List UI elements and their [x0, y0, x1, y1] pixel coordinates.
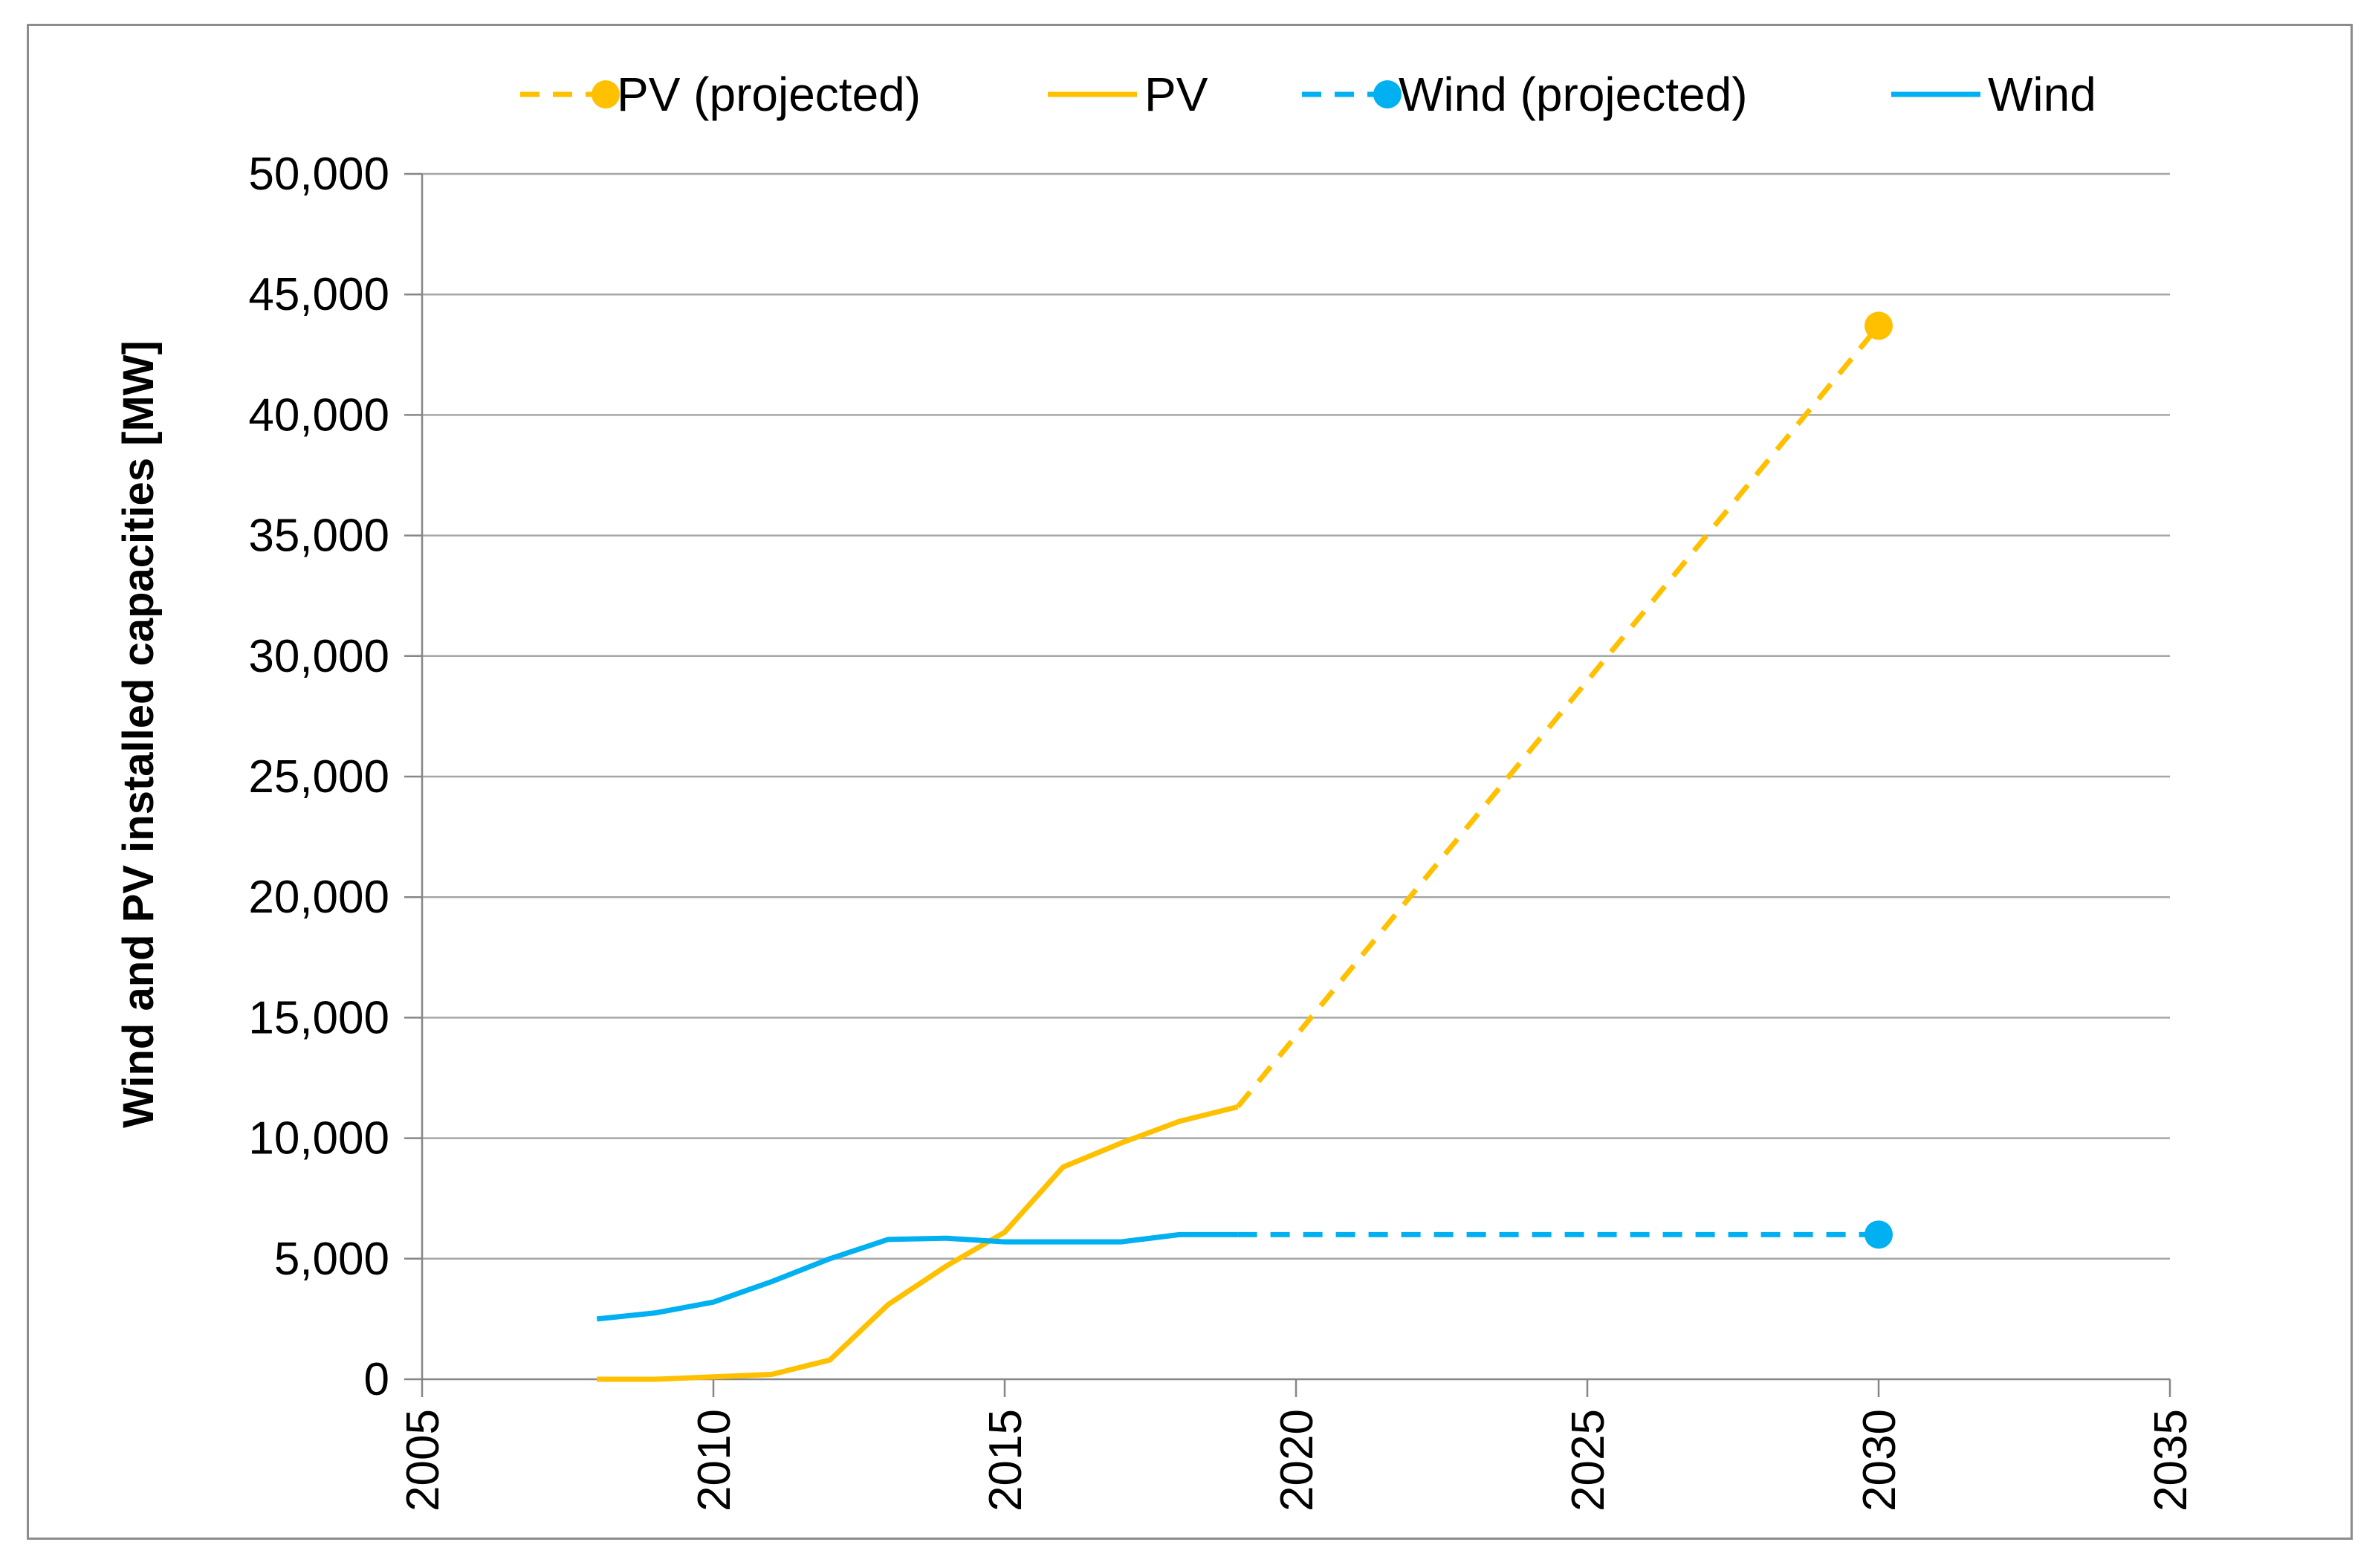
x-tick-label: 2010: [689, 1409, 740, 1512]
x-tick-label: 2025: [1563, 1409, 1614, 1512]
y-tick-label: 30,000: [248, 631, 389, 682]
series-line-wind: [596, 1231, 1238, 1322]
x-tick-label: 2015: [980, 1409, 1031, 1512]
series-line-pv-projected: [1235, 324, 1881, 1109]
legend-marker-wind-projected: [1373, 80, 1402, 108]
series: [596, 311, 1893, 1382]
axes: [404, 172, 2171, 1397]
x-tick-label: 2005: [398, 1409, 449, 1512]
y-tick-label: 10,000: [248, 1113, 389, 1164]
x-tick-label: 2035: [2145, 1409, 2197, 1512]
y-tick-label: 15,000: [248, 992, 389, 1043]
y-axis-title: Wind and PV installed capacities [MW]: [114, 340, 163, 1128]
legend-label-pv: PV: [1144, 68, 1208, 121]
y-tick-label: 35,000: [248, 511, 389, 562]
x-tick-label: 2020: [1271, 1409, 1323, 1512]
y-tick-label: 50,000: [248, 149, 389, 200]
legend-marker-pv-projected: [592, 80, 620, 108]
series-line-pv: [597, 1104, 1239, 1382]
data-point-pv-projected-2030: [1865, 311, 1893, 340]
y-tick-label: 0: [364, 1354, 389, 1405]
y-tick-label: 40,000: [248, 389, 389, 441]
data-point-wind-projected-2030: [1865, 1220, 1893, 1249]
y-tick-label: 45,000: [248, 269, 389, 320]
legend: PV (projected) PV Wind (projected) Wind: [520, 68, 2096, 121]
legend-label-wind: Wind: [1988, 68, 2096, 121]
y-tick-label: 5,000: [274, 1234, 389, 1285]
y-tick-label: 25,000: [248, 751, 389, 803]
y-tick-label: 20,000: [248, 872, 389, 923]
chart-frame: [27, 24, 2353, 1540]
gridlines: [422, 172, 2170, 1260]
x-axis-ticks: 2005 2010 2015 2020 2025 2030 2035: [398, 1409, 2197, 1512]
legend-label-wind-projected: Wind (projected): [1399, 68, 1748, 121]
y-axis-ticks: 0 5,000 10,000 15,000 20,000 25,000 30,000 35,0…: [248, 149, 389, 1405]
legend-label-pv-projected: PV (projected): [617, 68, 921, 121]
x-tick-label: 2030: [1854, 1409, 1905, 1512]
